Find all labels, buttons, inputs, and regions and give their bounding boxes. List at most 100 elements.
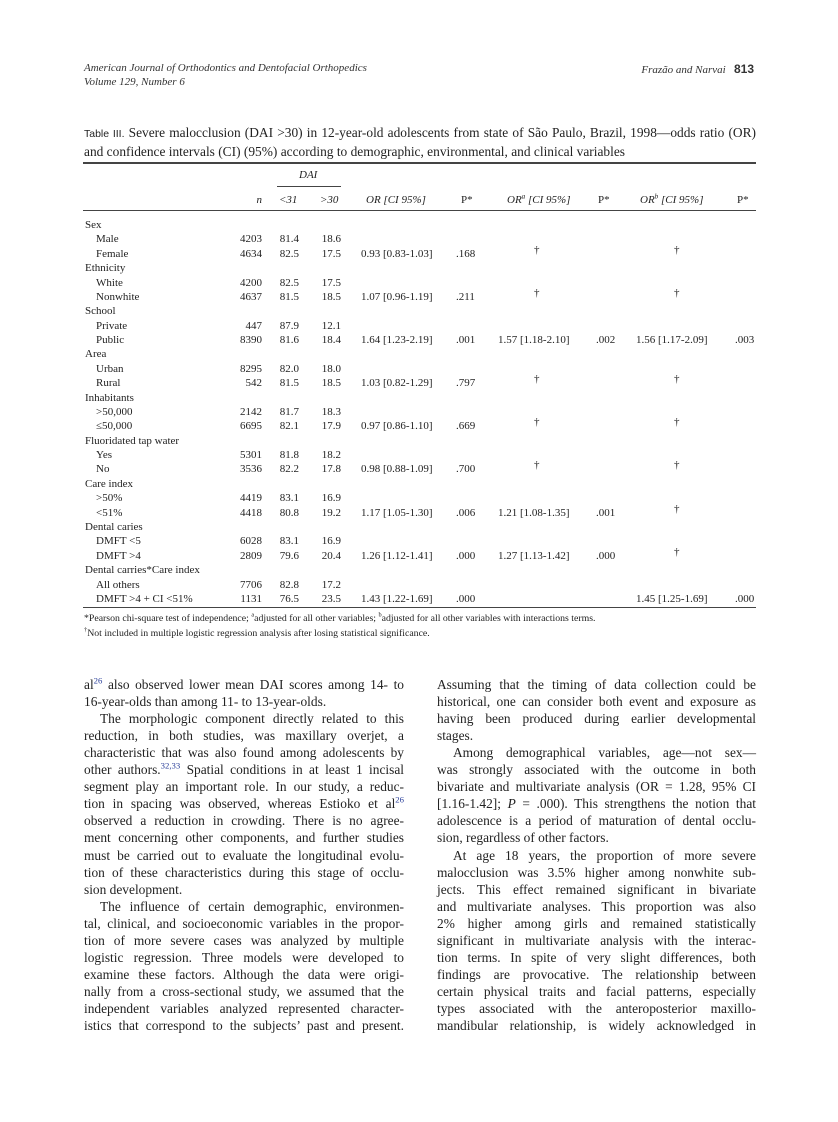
- body-text-line: independent variables analyzed represent…: [84, 1000, 404, 1017]
- cell-gt30: 16.9: [321, 535, 341, 548]
- cell-p: .669: [456, 420, 476, 433]
- cell-or-b: †: [674, 545, 680, 558]
- cell-or-a: 1.57 [1.18-2.10]: [498, 334, 570, 347]
- cell-n: 6695: [240, 420, 262, 433]
- cell-p: .168: [456, 247, 476, 260]
- cell-gt30: 18.3: [321, 405, 341, 418]
- body-text-line: certain physical traits and facial patte…: [437, 983, 756, 1000]
- text-run: al: [84, 677, 94, 692]
- row-label: All others: [96, 578, 140, 591]
- cell-p: .211: [456, 290, 475, 303]
- text-run: sion development.: [84, 881, 183, 897]
- text-run: The morphologic component directly relat…: [100, 711, 404, 727]
- table-group-label: Sex: [85, 219, 102, 231]
- cell-p: .000: [456, 549, 476, 562]
- col-header-orb: ORb [CI 95%]: [640, 192, 704, 206]
- body-text-line: characteristic that was also found among…: [84, 744, 404, 761]
- text-run: logistic regression. Three models were d…: [84, 949, 404, 965]
- cell-n: 3536: [240, 463, 262, 476]
- text-run: The influence of certain demographic, en…: [100, 898, 404, 914]
- cell-n: 4634: [240, 247, 262, 260]
- cell-gt30: 19.2: [321, 506, 341, 519]
- text-run: segment play an important role. In our s…: [84, 779, 404, 795]
- cell-gt30: 17.9: [321, 420, 341, 433]
- cell-or-a: 1.21 [1.08-1.35]: [498, 506, 570, 519]
- text-run: At age 18 years, the proportion of more …: [453, 847, 756, 863]
- cell-n: 542: [245, 377, 263, 390]
- col-header-lt31: <31: [279, 194, 298, 206]
- cell-n: 1131: [240, 592, 262, 605]
- body-text-line: examine these factors. Although the data…: [84, 966, 404, 983]
- text-run: also observed lower mean DAI scores amon…: [102, 677, 404, 692]
- text-run: certain physical traits and facial patte…: [437, 983, 756, 999]
- cell-gt30: 17.5: [321, 276, 341, 289]
- cell-gt30: 20.4: [321, 549, 341, 562]
- col-header-p: P*: [461, 194, 473, 206]
- cell-n: 6028: [240, 535, 262, 548]
- row-label: Female: [96, 247, 129, 260]
- body-text-line: types associated with the anteroposterio…: [437, 1000, 756, 1017]
- body-text-line: and multivariate analyses. This proporti…: [437, 898, 756, 915]
- cell-or: 0.93 [0.83-1.03]: [361, 247, 433, 260]
- body-text-line: At age 18 years, the proportion of more …: [453, 847, 756, 864]
- table-caption-text: Severe malocclusion (DAI >30) in 12-year…: [84, 125, 756, 159]
- cell-or-b: †: [674, 373, 680, 386]
- italic-text: P: [507, 796, 516, 812]
- cell-gt30: 18.2: [321, 449, 341, 462]
- cell-or: 0.97 [0.86-1.10]: [361, 420, 433, 433]
- cell-or-b: †: [674, 502, 680, 515]
- table-group-label: Ethnicity: [85, 262, 126, 275]
- text-run: stages.: [437, 728, 474, 744]
- body-text-line: bivariate and multivariate analysis (OR …: [437, 778, 756, 795]
- text-run: sion, regardless of other factors.: [437, 830, 609, 846]
- text-run: historical, one can consider both event …: [437, 694, 756, 710]
- body-text-line: [1.16-1.42]; P = .000). This strengthens…: [437, 795, 756, 812]
- table-footnote-1: *Pearson chi-square test of independence…: [84, 611, 596, 624]
- body-text-line: tion in spacing was observed, whereas Es…: [84, 795, 404, 812]
- cell-or: 1.03 [0.82-1.29]: [361, 377, 433, 390]
- cell-or-b: †: [674, 243, 680, 256]
- journal-volume: Volume 129, Number 6: [84, 76, 185, 88]
- cell-n: 2809: [240, 549, 262, 562]
- text-run: ment concerning other components, and fu…: [84, 830, 404, 846]
- citation-superscript: 26: [395, 794, 404, 805]
- running-head-right: Frazão and Narvai 813: [641, 62, 754, 76]
- body-text-line: tion of these characteristics during thi…: [84, 864, 404, 881]
- cell-or-b: †: [674, 286, 680, 299]
- row-label: Nonwhite: [96, 290, 140, 303]
- cell-gt30: 18.0: [321, 362, 341, 375]
- cell-or: 1.43 [1.22-1.69]: [361, 592, 433, 605]
- cell-lt31: 76.5: [279, 592, 299, 605]
- cell-gt30: 23.5: [321, 592, 341, 605]
- body-text-line: tion of more severe cases was analyzed b…: [84, 932, 404, 949]
- cell-or-a: †: [534, 286, 540, 299]
- body-text-line: 16-year-olds than among 11- to 13-year-o…: [84, 693, 326, 710]
- cell-gt30: 18.5: [321, 290, 341, 303]
- cell-n: 5301: [240, 449, 262, 462]
- text-run: mandibular relationship, is widely ackno…: [437, 1018, 756, 1033]
- col-header-ora: ORa [CI 95%]: [507, 192, 571, 206]
- body-text-line: logistic regression. Three models were d…: [84, 949, 404, 966]
- citation-superscript: 26: [93, 675, 103, 686]
- table-caption: Table III. Severe malocclusion (DAI >30)…: [84, 124, 756, 160]
- text-run: types associated with the anteroposterio…: [437, 1000, 756, 1016]
- table-group-label: School: [85, 305, 116, 318]
- body-text-line: Assuming that the timing of data collect…: [437, 676, 756, 693]
- body-text-line: sion development.: [84, 881, 182, 898]
- table-group-label: Area: [85, 348, 107, 361]
- cell-p-a: .002: [596, 334, 616, 347]
- cell-p: .001: [456, 334, 476, 347]
- body-text-line: must be carried out to evaluate the long…: [84, 847, 404, 864]
- cell-lt31: 81.8: [279, 449, 299, 462]
- col-header-or: OR [CI 95%]: [366, 194, 426, 206]
- col-header-pa: P*: [598, 194, 610, 206]
- body-text-line: other authors.32,33 Spatial conditions i…: [84, 761, 404, 778]
- cell-gt30: 18.5: [321, 377, 341, 390]
- row-label: Yes: [96, 449, 113, 462]
- cell-lt31: 81.5: [279, 377, 299, 390]
- cell-or-b: †: [674, 459, 680, 472]
- body-text-line: sion, regardless of other factors.: [437, 829, 609, 846]
- body-text-line: observed a reduction in crowding. There …: [84, 812, 404, 829]
- row-label: DMFT >4 + CI <51%: [96, 592, 193, 605]
- cell-or: 0.98 [0.88-1.09]: [361, 463, 433, 476]
